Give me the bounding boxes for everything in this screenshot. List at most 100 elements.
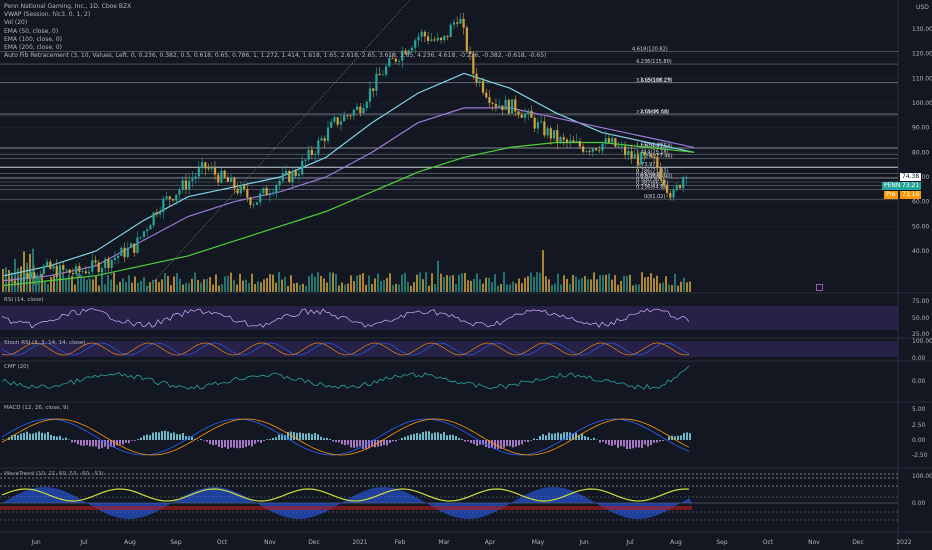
macd-histogram-bar	[164, 430, 166, 440]
time-axis-label: Jun	[578, 539, 589, 546]
pre-price-tag: 73.16	[900, 191, 922, 199]
macd-pane[interactable]	[1, 418, 691, 456]
macd-histogram-bar	[500, 440, 502, 449]
macd-histogram-bar	[110, 440, 112, 447]
time-axis-label: Mar	[438, 539, 450, 546]
event-marker-icon[interactable]	[816, 284, 823, 291]
time-axis-label: Sep	[170, 539, 182, 546]
candle-body	[588, 151, 591, 152]
volume-bar	[203, 279, 205, 292]
legend-vwap[interactable]: VWAP (Session, hlc3, 0, 1, 2)	[4, 11, 91, 19]
volume-bar	[470, 280, 472, 292]
macd-histogram-bar	[401, 438, 403, 440]
volume-bar	[287, 285, 289, 292]
volume-bar	[68, 274, 70, 292]
wavetrend-axis-label: 0.00	[912, 500, 926, 507]
candle-body	[546, 128, 549, 136]
legend-ema50[interactable]: EMA (50, close, 0)	[4, 27, 59, 35]
legend-ema200[interactable]: EMA (200, close, 0)	[4, 43, 63, 51]
volume-bar	[185, 282, 187, 292]
volume-bar	[389, 273, 391, 292]
candle-body	[456, 22, 459, 24]
stoch-rsi-pane[interactable]	[0, 341, 898, 357]
fib-retracement[interactable]: 4.618(120.82) 4.236(115.80) 3.618(108.17)3…	[0, 47, 898, 201]
candle-body	[33, 272, 36, 279]
volume-bar	[125, 282, 127, 292]
macd-histogram-bar	[293, 432, 295, 440]
volume-bar	[410, 285, 412, 292]
legend-auto-fib[interactable]: Auto Fib Retracement (3, 10, Values, Lef…	[4, 52, 547, 60]
macd-axis-label: 0.00	[912, 437, 926, 444]
volume-bar	[308, 276, 310, 292]
volume-bar	[668, 284, 670, 292]
volume-bar	[479, 279, 481, 292]
wavetrend-label[interactable]: WaveTrend (10, 21, 60, 53, -60, -53)	[4, 471, 104, 477]
macd-histogram-bar	[14, 434, 16, 440]
volume-bar	[248, 282, 250, 292]
cmf-label[interactable]: CMF (20)	[4, 364, 29, 370]
macd-histogram-bar	[395, 440, 397, 442]
volume-bar	[215, 274, 217, 292]
candlesticks[interactable]	[10, 12, 688, 291]
trend-line[interactable]	[145, 0, 411, 291]
legend-symbol[interactable]: Penn National Gaming, Inc., 1D, Cboe BZX	[4, 3, 132, 10]
candle-body	[468, 51, 472, 54]
volume-bar	[320, 275, 322, 292]
candle-body	[107, 258, 110, 269]
candle-body	[178, 189, 181, 195]
macd-histogram-bar	[56, 436, 58, 440]
candle-body	[594, 148, 598, 151]
volume-bar	[329, 272, 331, 292]
macd-histogram-bar	[518, 440, 520, 446]
volume-bar	[233, 279, 235, 292]
candle-body	[133, 243, 136, 253]
volume-bar	[566, 279, 568, 292]
price-axis-label: 60.00	[912, 199, 929, 206]
macd-histogram-bar	[689, 433, 691, 440]
volume-bar	[584, 276, 586, 292]
volume-bar	[413, 282, 415, 292]
macd-histogram-bar	[647, 440, 649, 447]
volume-bar	[689, 281, 691, 292]
macd-histogram-bar	[227, 440, 229, 449]
macd-histogram-bar	[611, 440, 613, 446]
legend-ema100[interactable]: EMA (100, close, 0)	[4, 35, 63, 43]
fib-level-label: 2.65(95.63)	[640, 109, 669, 115]
macd-histogram-bar	[77, 440, 79, 445]
macd-histogram-bar	[83, 440, 85, 446]
candle-body	[336, 117, 339, 125]
candle-body	[627, 151, 630, 155]
volume-bar	[122, 278, 124, 292]
legend-volume[interactable]: Vol (20)	[4, 19, 28, 27]
rsi-pane[interactable]	[0, 306, 898, 330]
macd-histogram-bar	[23, 432, 25, 440]
volume-bar	[422, 279, 424, 292]
candle-body	[407, 50, 410, 55]
rsi-label[interactable]: RSI (14, close)	[4, 297, 44, 303]
currency-label[interactable]: USD	[916, 4, 929, 11]
cmf-axis-label: 0.00	[912, 378, 926, 385]
stoch-label[interactable]: Stoch RSI (3, 3, 14, 14, close)	[4, 340, 86, 346]
macd-histogram-bar	[215, 440, 217, 445]
cmf-pane[interactable]	[1, 365, 690, 390]
macd-histogram-bar	[413, 433, 415, 440]
volume-bar	[536, 272, 538, 292]
candle-body	[239, 185, 242, 194]
volume-bar	[335, 274, 337, 292]
macd-histogram-bar	[521, 440, 523, 445]
fib-level-label: 4.236(115.80)	[636, 59, 672, 65]
wavetrend-pane[interactable]	[0, 473, 898, 521]
candle-body	[29, 272, 33, 279]
macd-histogram-bar	[545, 435, 547, 440]
fib-level-label: 0.65(69.81)	[636, 172, 665, 178]
volume-bar	[191, 278, 193, 292]
candle-body	[614, 138, 617, 147]
macd-histogram-bar	[17, 435, 19, 440]
wavetrend-area	[2, 487, 692, 519]
macd-label[interactable]: MACD (12, 26, close, 9)	[4, 405, 69, 411]
volume-bar	[656, 275, 658, 292]
volume-bar	[530, 272, 532, 292]
time-axis-label: Jul	[625, 539, 634, 546]
